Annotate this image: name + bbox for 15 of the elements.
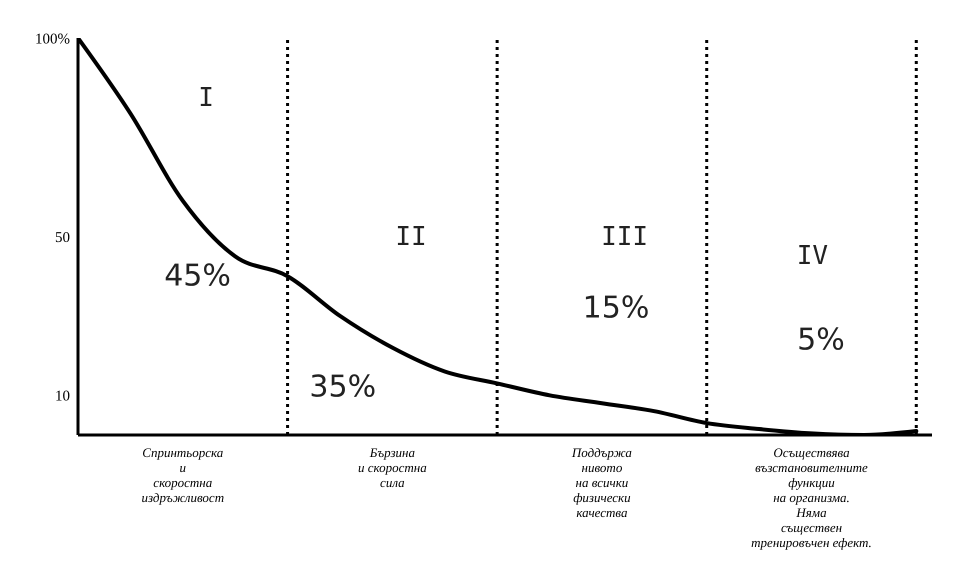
x-tick-label: Спринтьорска и скоростна издръжливост bbox=[141, 445, 224, 505]
annotation: II bbox=[395, 222, 427, 252]
annotation: 5% bbox=[797, 322, 845, 358]
y-tick-label: 10 bbox=[55, 388, 70, 405]
x-tick-label: Поддържа нивото на всички физически качества bbox=[570, 445, 632, 520]
y-tick-label: 100% bbox=[35, 31, 70, 48]
annotation: IV bbox=[796, 241, 828, 272]
annotation: 15% bbox=[582, 290, 650, 326]
x-tick-label: Осъществява възстановителните функции на организма. Няма съществен тренировъчен ефект. bbox=[751, 445, 872, 550]
annotation: III bbox=[601, 222, 648, 252]
y-tick-label: 50 bbox=[55, 230, 70, 246]
annotation: 35% bbox=[309, 370, 376, 405]
annotation: I bbox=[198, 82, 214, 113]
annotation: 45% bbox=[164, 258, 231, 294]
x-tick-label: Бързина и скоростна сила bbox=[358, 445, 428, 490]
